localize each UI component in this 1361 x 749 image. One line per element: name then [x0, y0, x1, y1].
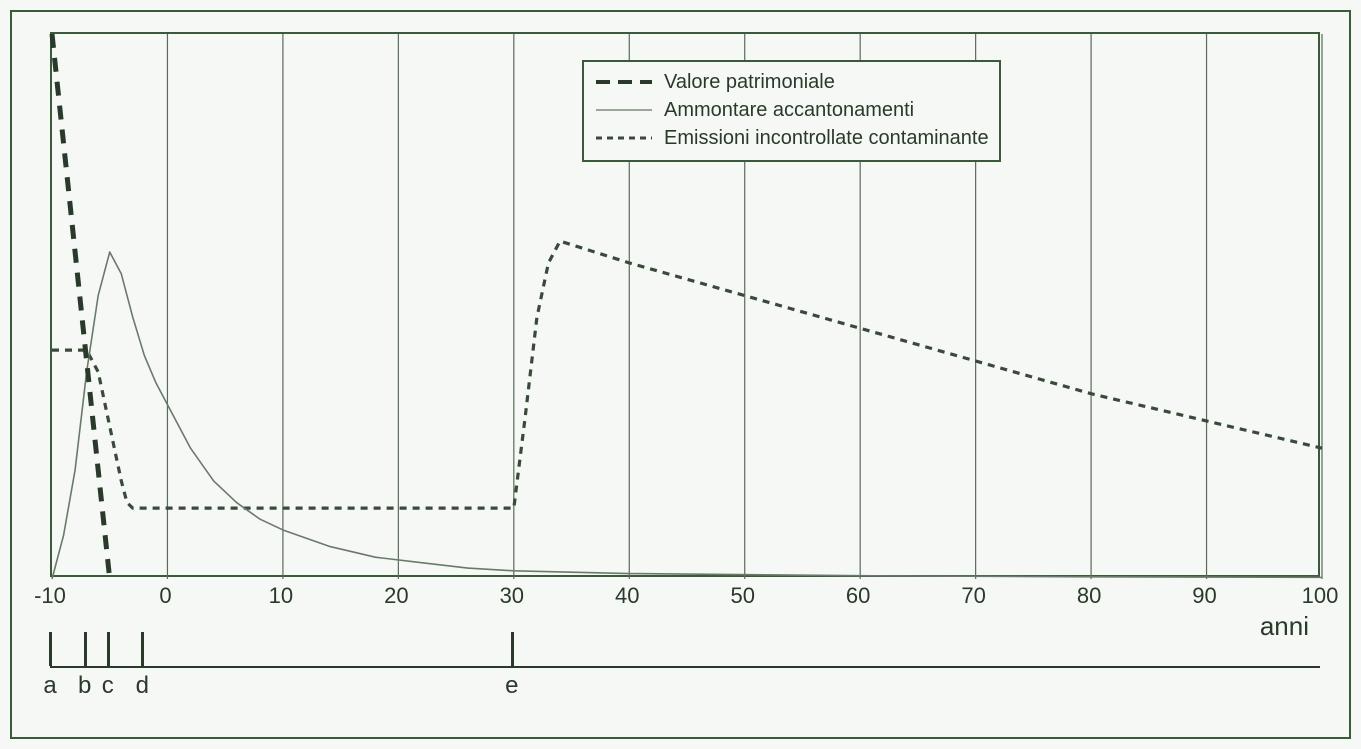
- x-axis-title: anni: [1260, 611, 1309, 642]
- timeline-label: e: [505, 672, 518, 700]
- timeline-tick: [49, 632, 52, 666]
- legend-label: Emissioni incontrollate contaminante: [664, 127, 989, 150]
- legend-swatch: [594, 100, 654, 120]
- timeline-label: a: [43, 672, 56, 700]
- timeline-tick: [107, 632, 110, 666]
- timeline-axis: [50, 666, 1320, 668]
- legend-item: Valore patrimoniale: [594, 68, 989, 96]
- x-tick: 40: [615, 583, 639, 609]
- legend-item: Ammontare accantonamenti: [594, 96, 989, 124]
- x-tick: 70: [961, 583, 985, 609]
- legend-swatch: [594, 72, 654, 92]
- timeline-label: d: [136, 672, 149, 700]
- legend-item: Emissioni incontrollate contaminante: [594, 124, 989, 152]
- timeline-tick: [84, 632, 87, 666]
- legend-label: Ammontare accantonamenti: [664, 99, 914, 122]
- x-tick: 10: [269, 583, 293, 609]
- timeline-tick: [141, 632, 144, 666]
- x-tick: 80: [1077, 583, 1101, 609]
- x-tick: 60: [846, 583, 870, 609]
- x-tick: 30: [500, 583, 524, 609]
- timeline-label: c: [102, 672, 114, 700]
- x-tick: 100: [1302, 583, 1339, 609]
- legend: Valore patrimoniale Ammontare accantoname…: [582, 60, 1001, 162]
- timeline-tick: [511, 632, 514, 666]
- x-tick: -10: [34, 583, 66, 609]
- x-tick: 90: [1192, 583, 1216, 609]
- x-tick: 0: [159, 583, 171, 609]
- x-tick: 50: [730, 583, 754, 609]
- legend-swatch: [594, 128, 654, 148]
- x-tick: 20: [384, 583, 408, 609]
- legend-label: Valore patrimoniale: [664, 71, 835, 94]
- timeline-label: b: [78, 672, 91, 700]
- chart-frame: -10 0 10 20 30 40 50 60 70 80 90 100 anni Valore pa…: [10, 10, 1351, 739]
